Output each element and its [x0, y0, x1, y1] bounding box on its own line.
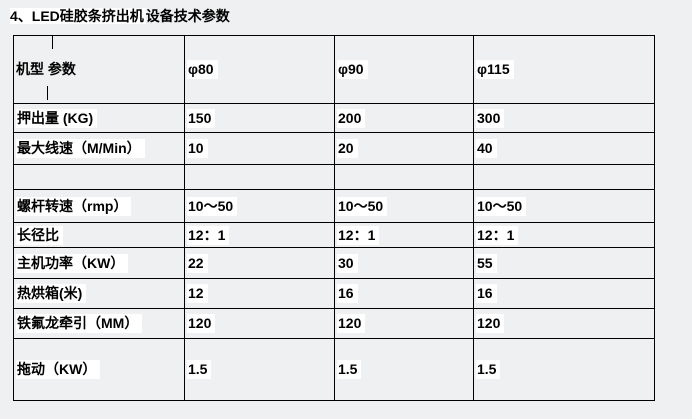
value-cell: 1.5 — [334, 338, 474, 401]
value-cell: 1.5 — [473, 338, 655, 401]
value-cell: 150 — [184, 103, 335, 133]
value-cell: 10～50 — [184, 189, 335, 223]
table-row-ld-ratio: 长径比 12：1 12：1 12：1 — [13, 222, 655, 248]
value-cell: 40 — [473, 132, 655, 165]
row-label-cell: 最大线速（M/Min） — [13, 132, 185, 165]
value-cell — [184, 164, 335, 190]
value-cell: 12 — [184, 278, 335, 309]
value-cell: 22 — [184, 247, 335, 279]
row-label-cell: 拖动（KW） — [13, 338, 185, 401]
value-cell: 10 — [184, 132, 335, 165]
header-row: 机型 参数 φ80 φ90 φ115 — [13, 35, 655, 104]
value-cell — [334, 164, 474, 190]
table-row-max-line-speed: 最大线速（M/Min） 10 20 40 — [13, 132, 655, 165]
header-cell-split-line-top — [52, 36, 53, 49]
table-row-oven: 热烘箱(米) 12 16 16 — [13, 278, 655, 309]
row-label-cell — [13, 164, 185, 190]
spec-table: 机型 参数 φ80 φ90 φ115 押出量 (KG) 150 200 300 … — [13, 35, 655, 401]
value-cell: 12：1 — [334, 222, 474, 248]
value-cell: 16 — [334, 278, 474, 309]
header-corner-label: 机型 参数 — [16, 61, 76, 77]
table-row-drive: 拖动（KW） 1.5 1.5 1.5 — [13, 338, 655, 401]
header-cell-phi80: φ80 — [184, 35, 335, 104]
value-cell — [473, 164, 655, 190]
value-cell: 300 — [473, 103, 655, 133]
table-row-main-power: 主机功率（KW） 22 30 55 — [13, 247, 655, 279]
value-cell: 12：1 — [473, 222, 655, 248]
value-cell: 120 — [473, 308, 655, 339]
value-cell: 120 — [184, 308, 335, 339]
table-row-teflon-traction: 铁氟龙牵引（MM） 120 120 120 — [13, 308, 655, 339]
row-label-cell: 主机功率（KW） — [13, 247, 185, 279]
row-label-cell: 长径比 — [13, 222, 185, 248]
section-title: 4、LED硅胶条挤出机 设备技术参数 — [10, 7, 230, 25]
value-cell: 10～50 — [334, 189, 474, 223]
row-label-cell: 铁氟龙牵引（MM） — [13, 308, 185, 339]
value-cell: 120 — [334, 308, 474, 339]
header-cell-phi115: φ115 — [473, 35, 655, 104]
spec-table-container: 机型 参数 φ80 φ90 φ115 押出量 (KG) 150 200 300 … — [13, 35, 655, 401]
row-label-cell: 押出量 (KG) — [13, 103, 185, 133]
header-corner-cell: 机型 参数 — [13, 35, 185, 104]
header-cell-phi90: φ90 — [334, 35, 474, 104]
value-cell: 1.5 — [184, 338, 335, 401]
value-cell: 200 — [334, 103, 474, 133]
table-row-output: 押出量 (KG) 150 200 300 — [13, 103, 655, 133]
header-cell-split-line-bottom — [47, 86, 48, 100]
value-cell: 10～50 — [473, 189, 655, 223]
table-row-empty — [13, 164, 655, 190]
value-cell: 20 — [334, 132, 474, 165]
section-title-highlighted-text: 4、LED硅胶条挤出机 — [10, 8, 146, 24]
row-label-cell: 热烘箱(米) — [13, 278, 185, 309]
table-row-screw-speed: 螺杆转速（rmp） 10～50 10～50 10～50 — [13, 189, 655, 223]
value-cell: 55 — [473, 247, 655, 279]
value-cell: 16 — [473, 278, 655, 309]
row-label-cell: 螺杆转速（rmp） — [13, 189, 185, 223]
value-cell: 30 — [334, 247, 474, 279]
value-cell: 12：1 — [184, 222, 335, 248]
section-title-plain-text: 设备技术参数 — [145, 8, 230, 24]
